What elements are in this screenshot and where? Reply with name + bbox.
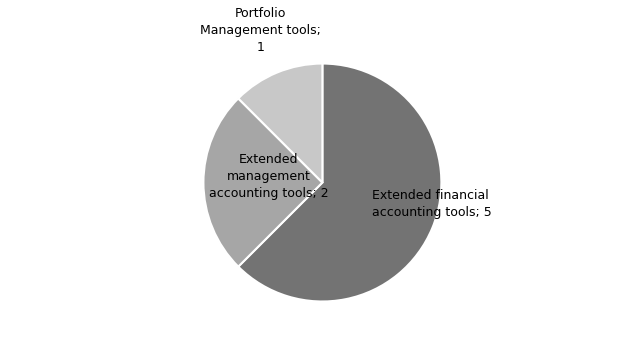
Text: Portfolio
Management tools;
1: Portfolio Management tools; 1 bbox=[200, 7, 321, 54]
Text: Extended financial
accounting tools; 5: Extended financial accounting tools; 5 bbox=[373, 189, 492, 219]
Wedge shape bbox=[203, 98, 322, 267]
Text: Extended
management
accounting tools; 2: Extended management accounting tools; 2 bbox=[209, 153, 329, 200]
Wedge shape bbox=[238, 64, 441, 301]
Wedge shape bbox=[238, 64, 322, 183]
